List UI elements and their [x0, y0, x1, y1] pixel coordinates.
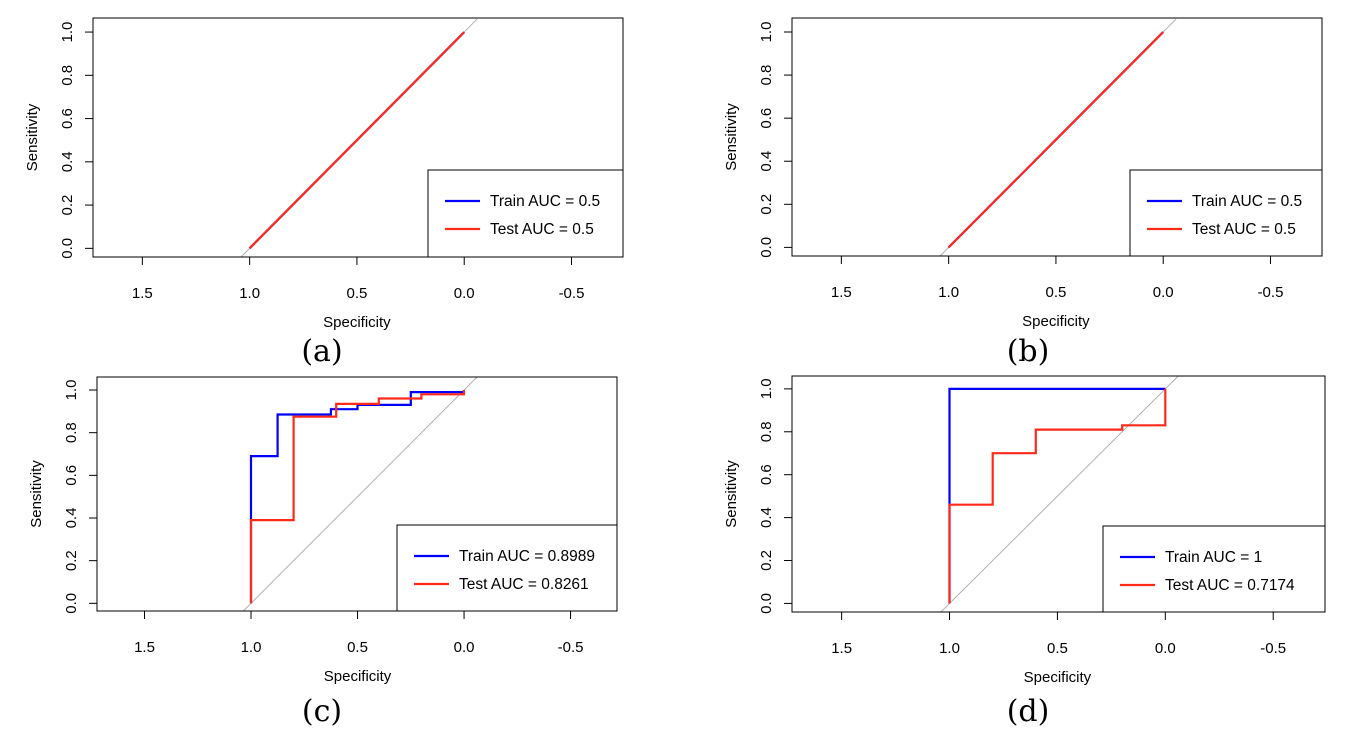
legend-label: Train AUC = 1: [1165, 549, 1262, 566]
x-tick-label: 0.0: [1153, 284, 1174, 301]
test-roc-curve: [948, 388, 1167, 604]
legend-label: Test AUC = 0.7174: [1165, 577, 1295, 594]
chance-diagonal: [242, 377, 478, 611]
y-tick-label: 1.0: [758, 378, 775, 399]
plot-frame: [92, 17, 624, 258]
test-roc-curve: [947, 31, 1164, 249]
y-tick-label: 0.0: [59, 238, 76, 259]
y-tick-label: 0.2: [59, 195, 76, 216]
roc-panel-a: 1.5 1.0 0.5 0.0 -0.5 0.0 0.2 0.4 0.6 0.8 1.0 Specif…: [24, 17, 624, 331]
x-tick-label: 1.0: [241, 639, 262, 656]
y-tick-label: 0.8: [59, 65, 76, 86]
y-tick-label: 0.2: [758, 550, 775, 571]
x-tick-label: 1.0: [939, 640, 960, 657]
legend: Train AUC = 0.8989 Test AUC = 0.8261: [396, 524, 618, 612]
train-roc-curve: [249, 391, 464, 604]
y-tick-label: 1.0: [63, 380, 80, 401]
chance-diagonal: [940, 376, 1179, 612]
x-tick-label: 0.5: [1047, 640, 1068, 657]
y-tick-label: 0.4: [63, 508, 80, 529]
y-tick-label: 0.0: [63, 593, 80, 614]
x-tick-label: 0.5: [347, 639, 368, 656]
x-tick-label: -0.5: [1258, 284, 1284, 301]
y-tick-label: 0.4: [758, 507, 775, 528]
legend: Train AUC = 1 Test AUC = 0.7174: [1102, 525, 1326, 613]
test-roc-curve: [248, 31, 465, 250]
legend-label: Test AUC = 0.5: [1192, 221, 1296, 238]
y-tick-label: 0.8: [63, 422, 80, 443]
x-tick-label: 1.5: [831, 640, 852, 657]
y-tick-label: 0.0: [758, 593, 775, 614]
x-axis-label: Specificity: [324, 668, 392, 685]
plot-frame: [791, 375, 1326, 613]
y-tick-label: 0.4: [758, 151, 775, 172]
plot-frame: [791, 17, 1323, 257]
x-axis-label: Specificity: [323, 314, 391, 331]
y-tick-label: 0.6: [758, 464, 775, 485]
y-axis-label: Sensitivity: [24, 103, 41, 171]
legend-label: Train AUC = 0.5: [490, 193, 600, 210]
y-tick-label: 0.6: [59, 108, 76, 129]
y-tick-label: 0.8: [758, 65, 775, 86]
y-axis-label: Sensitivity: [723, 460, 740, 528]
y-axis-label: Sensitivity: [723, 103, 740, 171]
y-tick-label: 0.2: [63, 550, 80, 571]
x-tick-label: 0.0: [1155, 640, 1176, 657]
y-tick-label: 0.6: [63, 465, 80, 486]
roc-panel-b: 1.5 1.0 0.5 0.0 -0.5 0.0 0.2 0.4 0.6 0.8 1.0 Specif…: [723, 17, 1323, 330]
legend-box: [1129, 169, 1323, 257]
y-tick-label: 0.8: [758, 421, 775, 442]
y-axis-label: Sensitivity: [28, 460, 45, 528]
x-tick-label: 0.5: [1045, 284, 1066, 301]
y-tick-label: 1.0: [59, 22, 76, 43]
x-tick-label: 0.0: [454, 285, 475, 302]
legend-label: Test AUC = 0.5: [490, 221, 594, 238]
x-axis-label: Specificity: [1022, 313, 1090, 330]
caption-a: (a): [301, 334, 343, 369]
y-tick-label: 0.6: [758, 108, 775, 129]
plot-frame: [96, 376, 618, 612]
legend-label: Test AUC = 0.8261: [459, 576, 589, 593]
x-tick-label: 1.5: [831, 284, 852, 301]
roc-panel-d: 1.5 1.0 0.5 0.0 -0.5 0.0 0.2 0.4 0.6 0.8 1.0 Specif…: [723, 375, 1326, 686]
x-tick-label: 0.0: [454, 639, 475, 656]
legend: Train AUC = 0.5 Test AUC = 0.5: [427, 169, 624, 258]
x-tick-label: 0.5: [346, 285, 367, 302]
legend-label: Train AUC = 0.8989: [459, 548, 595, 565]
x-tick-label: 1.0: [239, 285, 260, 302]
legend: Train AUC = 0.5 Test AUC = 0.5: [1129, 169, 1323, 257]
y-tick-label: 0.0: [758, 237, 775, 258]
y-tick-label: 0.4: [59, 151, 76, 172]
x-tick-label: 1.5: [132, 285, 153, 302]
legend-label: Train AUC = 0.5: [1192, 193, 1302, 210]
legend-box: [396, 524, 618, 612]
caption-b: (b): [1006, 334, 1050, 369]
x-tick-label: -0.5: [559, 285, 585, 302]
legend-box: [1102, 525, 1326, 613]
x-tick-label: -0.5: [558, 639, 584, 656]
x-axis-label: Specificity: [1024, 669, 1092, 686]
x-tick-label: 1.0: [938, 284, 959, 301]
roc-panel-c: 1.5 1.0 0.5 0.0 -0.5 0.0 0.2 0.4 0.6 0.8 1.0 Specif…: [28, 376, 618, 685]
x-tick-label: -0.5: [1260, 640, 1286, 657]
test-roc-curve: [249, 390, 466, 604]
y-tick-label: 0.2: [758, 194, 775, 215]
caption-c: (c): [301, 694, 343, 729]
x-tick-label: 1.5: [134, 639, 155, 656]
caption-d: (d): [1006, 694, 1050, 729]
y-tick-label: 1.0: [758, 22, 775, 43]
legend-box: [427, 169, 624, 258]
